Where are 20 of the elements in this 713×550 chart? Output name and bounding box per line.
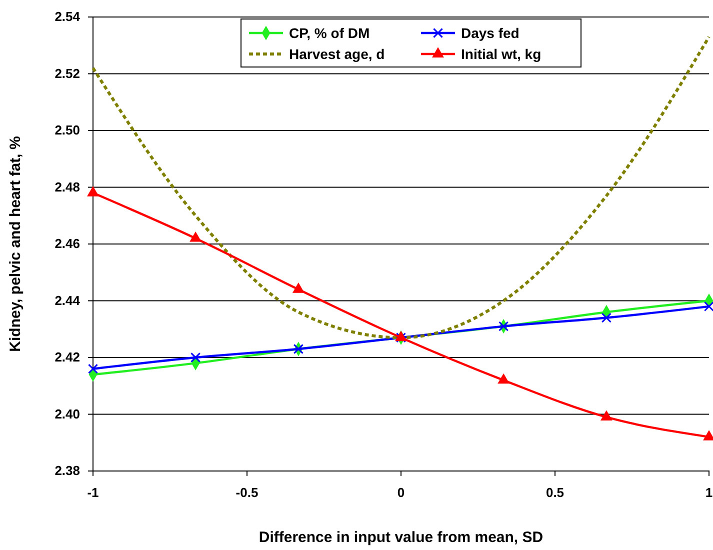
y-tick-label: 2.46 [54,236,80,252]
y-tick-label: 2.44 [54,292,81,308]
y-tick-label: 2.38 [54,463,80,478]
y-axis-title: Kidney, pelvic and heart fat, % [7,136,24,352]
y-tick-label: 2.48 [54,179,80,194]
x-tick-label: 0 [397,485,405,500]
legend-label: Initial wt, kg [461,46,542,62]
x-tick-label: 1 [705,485,713,500]
legend-label: Harvest age, d [289,46,385,62]
y-tick-label: 2.50 [54,122,80,138]
x-tick-label: 0.5 [546,485,564,500]
y-tick-label: 2.54 [54,9,81,24]
x-tick-label: -1 [87,485,99,500]
legend-label: CP, % of DM [289,25,370,41]
legend-label: Days fed [461,25,520,41]
x-axis-title: Difference in input value from mean, SD [258,529,544,546]
y-tick-label: 2.40 [54,406,80,422]
y-tick-label: 2.52 [54,66,80,81]
x-tick-label: -0.5 [236,485,258,500]
y-tick-label: 2.42 [54,350,80,365]
